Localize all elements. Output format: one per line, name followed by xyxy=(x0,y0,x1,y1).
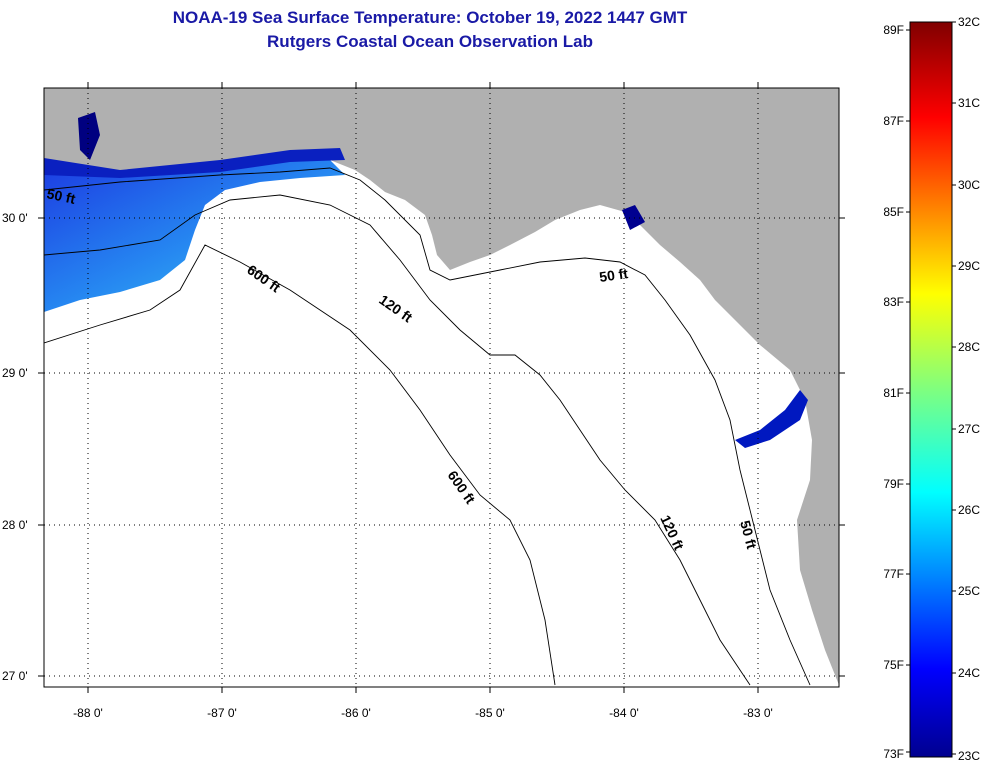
map-frame xyxy=(43,87,840,688)
lon-label-87: -87 0' xyxy=(207,706,237,720)
bay-cold-patch xyxy=(78,112,100,160)
colorbar-f-79: 79F xyxy=(883,477,904,491)
sst-data-swath xyxy=(44,160,345,312)
colorbar-c-25: 25C xyxy=(958,584,980,598)
contour-120ft xyxy=(44,194,751,686)
bigbend-cold-patch xyxy=(735,390,808,448)
colorbar-f-87: 87F xyxy=(883,114,904,128)
colorbar-c-24: 24C xyxy=(958,666,980,680)
colorbar-c-32: 32C xyxy=(958,15,980,29)
lon-label-88: -88 0' xyxy=(73,706,103,720)
contour-label-50ft-bigbend: 50 ft xyxy=(598,265,629,285)
contour-600ft xyxy=(44,244,556,686)
coastal-cold-band xyxy=(44,148,345,178)
contour-label-50ft-south: 50 ft xyxy=(737,519,760,551)
lat-label-30: 30 0' xyxy=(2,211,28,225)
land-area xyxy=(44,88,839,685)
contour-label-50ft-west: 50 ft xyxy=(45,185,77,207)
colorbar-f-85: 85F xyxy=(883,205,904,219)
lon-label-86: -86 0' xyxy=(341,706,371,720)
apalachee-cold-patch xyxy=(622,205,645,230)
map-subtitle: Rutgers Coastal Ocean Observation Lab xyxy=(267,32,593,51)
colorbar-c-23: 23C xyxy=(958,749,980,763)
colorbar-f-73: 73F xyxy=(883,747,904,761)
contour-50ft xyxy=(44,167,811,686)
lat-label-27: 27 0' xyxy=(2,669,28,683)
lat-label-28: 28 0' xyxy=(2,518,28,532)
tick-marks xyxy=(38,82,845,693)
lon-label-83: -83 0' xyxy=(743,706,773,720)
colorbar-c-26: 26C xyxy=(958,503,980,517)
colorbar-ticks xyxy=(906,21,956,755)
lon-label-84: -84 0' xyxy=(609,706,639,720)
colorbar xyxy=(909,21,953,758)
colorbar-f-77: 77F xyxy=(883,567,904,581)
colorbar-f-83: 83F xyxy=(883,295,904,309)
colorbar-c-30: 30C xyxy=(958,178,980,192)
depth-contours xyxy=(44,167,811,686)
colorbar-f-75: 75F xyxy=(883,658,904,672)
colorbar-c-31: 31C xyxy=(958,96,980,110)
colorbar-c-29: 29C xyxy=(958,259,980,273)
lon-label-85: -85 0' xyxy=(475,706,505,720)
colorbar-c-27: 27C xyxy=(958,422,980,436)
lat-label-29: 29 0' xyxy=(2,366,28,380)
colorbar-c-28: 28C xyxy=(958,340,980,354)
colorbar-f-89: 89F xyxy=(883,23,904,37)
colorbar-f-81: 81F xyxy=(883,386,904,400)
map-title: NOAA-19 Sea Surface Temperature: October… xyxy=(172,8,688,27)
